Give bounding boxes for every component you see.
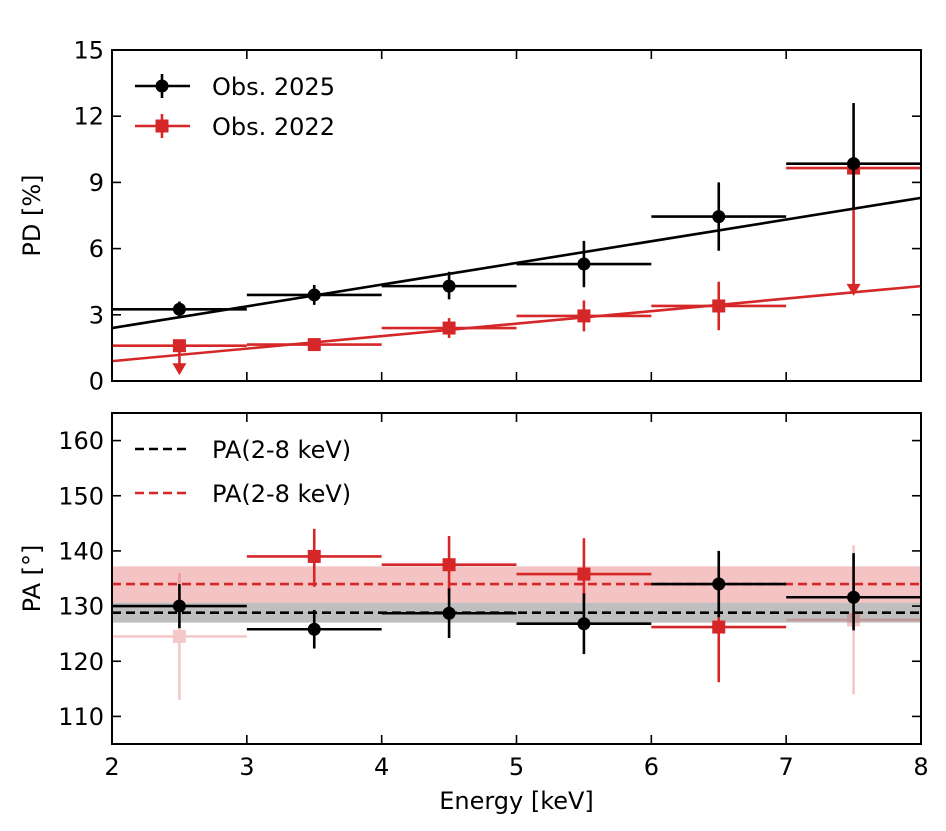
- marker-circle: [307, 622, 321, 636]
- y-tick-label: 120: [58, 648, 104, 676]
- legend-label: PA(2-8 keV): [212, 436, 351, 464]
- upper-limit-arrow: [172, 363, 187, 376]
- plot-area: [112, 102, 921, 376]
- y-tick-label: 3: [89, 301, 104, 329]
- data-point-obs-2025: [112, 301, 247, 318]
- data-point-obs-2022: [516, 538, 652, 602]
- data-point-obs-2022: [381, 318, 517, 338]
- x-tick-label: 8: [913, 753, 928, 781]
- data-point-obs-2025: [786, 102, 921, 210]
- marker-circle: [442, 279, 456, 293]
- legend: PA(2-8 keV) PA(2-8 keV): [135, 436, 351, 508]
- y-tick-label: 150: [58, 482, 104, 510]
- legend-label: Obs. 2022: [212, 113, 335, 141]
- pa-panel: 2 3 4 5 6 7 8 110 120 130 140 150 160 PA [°] Energy [k…: [18, 412, 929, 815]
- x-tick-label: 3: [239, 753, 254, 781]
- x-tick-label: 4: [374, 753, 389, 781]
- marker-circle: [172, 302, 186, 316]
- data-point-obs-2025: [112, 584, 247, 629]
- y-tick-label: 9: [89, 169, 104, 197]
- marker-circle: [847, 157, 861, 171]
- marker-square: [307, 338, 321, 352]
- data-point-obs-2025: [246, 609, 382, 649]
- marker-circle: [712, 577, 726, 591]
- y-tick-label: 15: [73, 37, 104, 65]
- y-tick-label: 130: [58, 593, 104, 621]
- marker-circle: [442, 606, 456, 620]
- data-point-obs-2022: [651, 281, 787, 331]
- marker-circle: [172, 599, 186, 613]
- marker-square: [442, 558, 456, 572]
- data-point-obs-2025: [786, 553, 921, 631]
- y-tick-label: 0: [89, 368, 104, 396]
- marker-circle: [577, 617, 591, 631]
- data-point-obs-2022: [381, 536, 517, 596]
- y-tick-label: 6: [89, 235, 104, 263]
- data-point-obs-2025: [381, 271, 517, 300]
- marker-square: [172, 339, 186, 353]
- marker-square: [307, 549, 321, 563]
- marker-circle: [712, 210, 726, 224]
- y-tick-label: 110: [58, 703, 104, 731]
- marker-square: [712, 620, 726, 634]
- marker-square: [577, 309, 591, 323]
- data-point-obs-2025: [516, 593, 652, 655]
- marker-square: [577, 567, 591, 581]
- marker-circle: [307, 288, 321, 302]
- y-tick-label: 140: [58, 537, 104, 565]
- data-point-obs-2022: [112, 339, 247, 376]
- legend-marker-square: [155, 119, 169, 133]
- y-tick-label: 12: [73, 103, 104, 131]
- y-axis-label: PD [%]: [18, 174, 46, 256]
- x-axis-label: Energy [keV]: [439, 787, 594, 815]
- plot-area: [112, 528, 921, 700]
- x-tick-label: 5: [509, 753, 524, 781]
- data-point-obs-2022: [246, 338, 382, 352]
- data-point-obs-2025: [516, 240, 652, 288]
- legend-label: Obs. 2025: [212, 73, 335, 101]
- x-tick-label: 2: [104, 753, 119, 781]
- data-point-obs-2025: [381, 588, 517, 639]
- pd-panel: 0 3 6 9 12 15 PD [%] Obs. 2025 Obs. 2022: [18, 37, 922, 396]
- x-tick-label: 6: [644, 753, 659, 781]
- marker-square: [172, 629, 186, 643]
- upper-limit-arrow: [846, 283, 861, 296]
- legend-marker-circle: [155, 79, 169, 93]
- legend: Obs. 2025 Obs. 2022: [135, 73, 335, 141]
- data-point-obs-2022: [516, 300, 652, 332]
- data-point-obs-2025: [246, 285, 382, 305]
- data-point-obs-2022: [246, 528, 382, 587]
- marker-circle: [847, 590, 861, 604]
- x-tick-label: 7: [779, 753, 794, 781]
- marker-square: [442, 321, 456, 335]
- y-tick-label: 160: [58, 427, 104, 455]
- data-point-obs-2025: [651, 550, 787, 618]
- trend-line-obs-2022: [112, 284, 921, 363]
- y-axis-label: PA [°]: [18, 545, 46, 613]
- data-point-obs-2025: [651, 182, 787, 251]
- marker-square: [712, 299, 726, 313]
- marker-circle: [577, 257, 591, 271]
- legend-label: PA(2-8 keV): [212, 480, 351, 508]
